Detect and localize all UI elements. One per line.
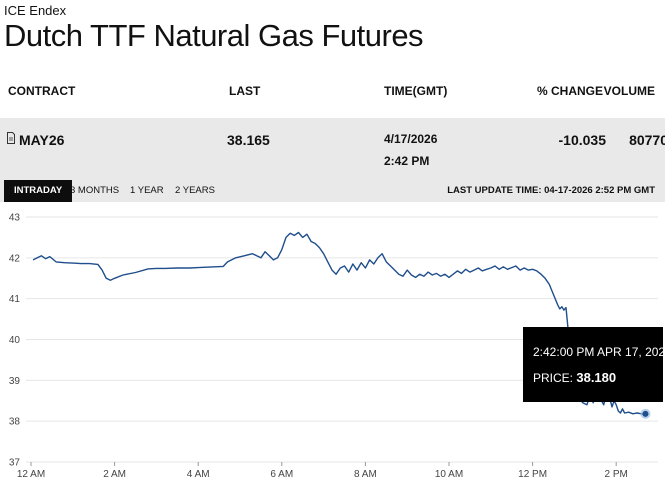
y-tick-label: 40 [9,335,21,346]
tab-3-months[interactable]: 3 MONTHS [70,185,120,196]
tab-2-years[interactable]: 2 YEARS [175,185,215,196]
x-tick-label: 2 PM [605,469,628,480]
col-header-change: % CHANGE [536,84,603,98]
y-tick-label: 41 [9,294,21,305]
last-update-time: LAST UPDATE TIME: 04-17-2026 2:52 PM GMT [447,185,655,196]
col-header-contract: CONTRACT [8,84,76,98]
exchange-label: ICE Endex [4,3,67,18]
last-price: 38.165 [227,132,270,148]
x-tick-label: 12 AM [17,469,45,480]
tooltip-price-value: 38.180 [576,370,617,385]
price-line [32,231,646,416]
y-tick-label: 39 [9,376,21,387]
tab-1-year[interactable]: 1 YEAR [130,185,164,196]
tooltip-time: 2:42:00 PM APR 17, 2026 [533,345,665,359]
x-tick-label: 2 AM [103,469,126,480]
x-tick-label: 4 AM [187,469,210,480]
y-tick-label: 37 [9,458,21,469]
highlight-point [642,410,649,417]
trade-date: 4/17/2026 [384,132,438,146]
x-tick-label: 12 PM [518,469,547,480]
col-header-volume: VOLUME [603,84,655,98]
volume-value: 80770 [629,132,665,148]
y-tick-label: 43 [9,213,21,224]
col-header-time: TIME(GMT) [384,84,448,98]
y-tick-label: 42 [9,253,21,264]
page-title: Dutch TTF Natural Gas Futures [4,18,424,53]
document-icon[interactable] [7,132,15,144]
col-header-last: LAST [229,84,261,98]
y-tick-label: 38 [9,417,21,428]
chart-tooltip: 2:42:00 PM APR 17, 2026 PRICE: 38.180 [523,327,665,402]
tab-intraday[interactable]: INTRADAY [4,180,73,202]
x-tick-label: 10 AM [435,469,463,480]
tooltip-price-label: PRICE: [533,371,574,385]
x-tick-label: 6 AM [270,469,293,480]
chart-range-tabs: INTRADAY 3 MONTHS 1 YEAR 2 YEARS LAST UP… [0,180,665,202]
contract-link[interactable]: MAY26 [19,132,65,148]
tooltip-price: PRICE: 38.180 [533,370,616,385]
contract-row: MAY26 38.165 4/17/2026 2:42 PM -10.035 8… [0,118,665,180]
x-tick-label: 8 AM [354,469,377,480]
trade-time: 2:42 PM [384,154,430,168]
percent-change: -10.035 [558,132,606,148]
